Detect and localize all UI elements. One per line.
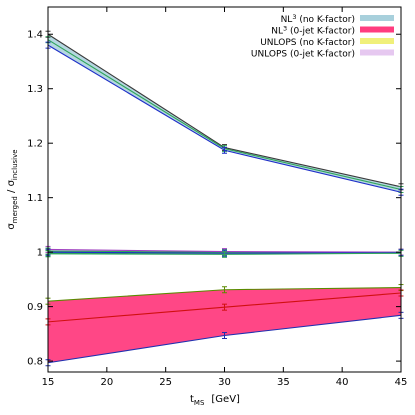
legend-swatch-1 [360,15,394,21]
legend-label-2: NL3 (0-jet K-factor) [271,25,355,37]
data-point [222,250,227,258]
legend-label-3: UNLOPS (no K-factor) [260,38,355,48]
y-tick-label: 0.9 [27,302,43,313]
y-tick-label: 1.1 [27,193,43,204]
data-point [222,286,227,294]
data-point [222,332,227,339]
x-tick-label: 35 [277,377,290,388]
series-1-center-line [47,39,402,191]
legend-swatch-2 [360,26,394,33]
axes: 15 20 25 30 35 40 45 0.8 0.9 1 1.1 1.2 1.3 1.4 [27,6,408,388]
x-tick-label: 20 [100,377,113,388]
plot-area [45,30,404,367]
y-tick-label: 0.8 [27,357,43,368]
x-tick-label: 45 [395,377,408,388]
y-tick-label: 1.2 [27,139,43,150]
legend-swatch-4 [360,49,394,56]
legend-label-4: UNLOPS (0-jet K-factor) [251,50,355,60]
band-2 [48,287,401,363]
x-tick-label: 40 [336,377,349,388]
legend-swatch-3 [360,38,394,44]
data-point [222,146,227,154]
y-tick-label: 1.4 [27,30,43,41]
data-point [222,303,227,311]
series-1-lower-line [47,44,402,193]
x-tick-label: 30 [218,377,231,388]
legend-label-1: NL3 (no K-factor) [281,13,355,25]
y-axis-label: σmerged / σinclusive [6,149,19,229]
legend: NL3 (no K-factor)NL3 (0-jet K-factor)UNL… [251,13,394,60]
x-axis-label: tMS [GeV] [190,394,240,407]
y-tick-label: 1 [37,248,43,259]
x-tick-label: 15 [42,377,55,388]
y-tick-label: 1.3 [27,84,43,95]
x-tick-label: 25 [159,377,172,388]
